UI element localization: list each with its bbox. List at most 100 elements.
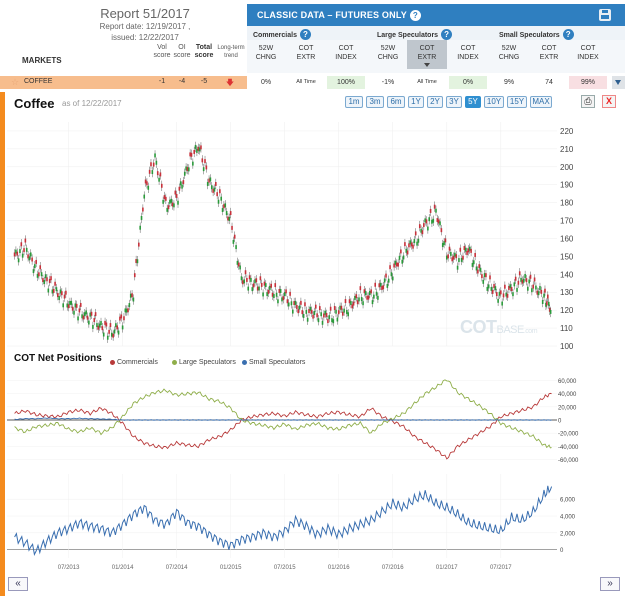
candle-body	[409, 240, 412, 245]
candle-body	[65, 290, 67, 295]
sub-header-cot-index[interactable]: COT INDEX	[577, 45, 599, 61]
help-icon[interactable]: ?	[562, 29, 574, 40]
candle-body	[120, 314, 123, 319]
candle-body	[158, 177, 160, 182]
sub-header-cot-extr[interactable]: COT EXTR	[296, 45, 316, 61]
y-tick-label: -20,000	[558, 432, 579, 438]
range-button-10y[interactable]: 10Y	[484, 96, 504, 108]
candle-body	[74, 303, 77, 308]
candle-body	[317, 318, 320, 323]
candle-body	[444, 238, 447, 243]
commercials-52w-chng: 0%	[247, 76, 285, 89]
sub-header-cot-index[interactable]: COT INDEX	[457, 45, 479, 61]
printer-icon[interactable]	[599, 9, 611, 21]
sub-header-52w-chng[interactable]: 52W CHNG	[377, 45, 399, 61]
help-icon[interactable]: ?	[409, 10, 421, 21]
candle-body	[459, 247, 462, 252]
range-button-1m[interactable]: 1m	[345, 96, 363, 108]
candle-body	[544, 288, 546, 293]
candle-body	[477, 269, 479, 274]
help-icon[interactable]: ?	[299, 29, 311, 40]
scroll-right-button[interactable]: »	[600, 577, 620, 591]
candle-body	[378, 283, 381, 288]
range-button-2y[interactable]: 2Y	[427, 96, 443, 108]
candle-body	[224, 203, 227, 208]
scroll-left-button[interactable]: «	[8, 577, 28, 591]
range-button-15y[interactable]: 15Y	[507, 96, 527, 108]
candle-body	[274, 283, 277, 288]
legend-item[interactable]: Commercials	[110, 359, 158, 366]
candle-body	[475, 266, 478, 271]
y-tick-label: 40,000	[558, 392, 577, 398]
sub-header-cot-index[interactable]: COT INDEX	[335, 45, 357, 61]
candle-body	[117, 330, 120, 335]
legend-item[interactable]: Large Speculators	[172, 359, 236, 366]
legend-item[interactable]: Small Speculators	[242, 359, 305, 366]
candle-body	[366, 295, 368, 300]
sub-header-cot-extr[interactable]: COT EXTR	[539, 45, 559, 61]
candle-body	[332, 319, 335, 324]
candle-body	[227, 216, 229, 221]
star-icon[interactable]: ☆	[11, 77, 20, 87]
candle-body	[302, 313, 305, 318]
range-button-max[interactable]: MAX	[530, 96, 552, 108]
candle-body	[67, 304, 70, 309]
candle-body	[493, 284, 495, 289]
candle-body	[458, 258, 460, 263]
print-chart-icon[interactable]: ⎙	[581, 95, 595, 108]
candle-body	[190, 152, 193, 157]
candle-body	[418, 224, 421, 229]
candle-body	[431, 219, 433, 224]
candle-body	[196, 148, 198, 153]
market-name[interactable]: COFFEE	[24, 78, 53, 85]
x-tick-label: 07/2014	[165, 565, 188, 571]
candle-body	[232, 239, 235, 244]
range-button-3y[interactable]: 3Y	[446, 96, 462, 108]
x-tick-label: 01/2014	[111, 565, 134, 571]
candle-body	[343, 308, 345, 313]
large-spec-52w-chng: -1%	[369, 76, 407, 89]
date-axis: 07/2013 01/2014 07/2014 01/2015 07/2015 01/20…	[5, 563, 565, 575]
help-icon[interactable]: ?	[441, 29, 453, 40]
candle-body	[404, 242, 406, 247]
candle-body	[379, 282, 382, 287]
candle-body	[54, 281, 56, 286]
y-tick-label: 140	[560, 270, 574, 279]
candle-body	[173, 203, 175, 208]
candle-body	[210, 185, 213, 190]
candle-body	[300, 300, 302, 305]
range-button-1y[interactable]: 1Y	[408, 96, 424, 108]
close-icon[interactable]: X	[602, 95, 616, 108]
report-info: Report 51/2017 Report date: 12/19/2017 ,…	[60, 6, 230, 43]
sub-header-52w-chng[interactable]: 52W CHNG	[498, 45, 520, 61]
x-tick-label: 07/2015	[273, 565, 296, 571]
candle-body	[448, 246, 451, 251]
candle-body	[237, 262, 240, 267]
candle-body	[535, 285, 537, 290]
candle-body	[181, 184, 183, 189]
candle-body	[518, 271, 521, 276]
y-tick-label: 160	[560, 234, 574, 243]
y-tick-label: 0	[558, 419, 562, 425]
sub-header-52w-chng[interactable]: 52W CHNG	[255, 45, 277, 61]
candle-body	[151, 170, 154, 175]
dropdown-chevron-icon[interactable]	[612, 76, 625, 89]
candle-body	[296, 305, 298, 309]
candle-body	[105, 322, 108, 327]
candle-body	[66, 303, 69, 308]
candle-body	[423, 223, 425, 228]
candle-body	[174, 190, 177, 195]
range-button-3m[interactable]: 3m	[366, 96, 384, 108]
candle-body	[385, 273, 387, 278]
candle-body	[169, 199, 171, 204]
candle-body	[194, 144, 197, 149]
sub-header-cot-extr-active[interactable]: COT EXTR	[407, 40, 447, 69]
candle-body	[82, 315, 85, 320]
y-tick-label: 20,000	[558, 405, 577, 411]
candle-body	[219, 189, 221, 194]
range-button-6m[interactable]: 6m	[387, 96, 405, 108]
market-row-coffee[interactable]: ☆ COFFEE -1 -4 -5 🡇 0% All Time 100% -1%…	[0, 76, 612, 89]
candle-body	[391, 276, 394, 281]
range-button-5y[interactable]: 5Y	[465, 96, 481, 108]
candle-body	[97, 325, 100, 330]
